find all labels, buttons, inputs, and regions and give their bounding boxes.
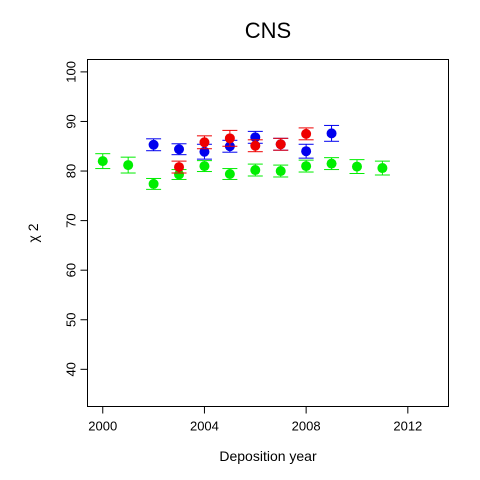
plot-frame xyxy=(87,59,449,407)
y-tick-label: 70 xyxy=(64,213,79,227)
data-point xyxy=(224,169,235,180)
data-point xyxy=(250,165,261,176)
x-tick-label: 2000 xyxy=(88,419,117,434)
data-point xyxy=(199,161,210,172)
x-axis: 2000 2004 2008 2012 xyxy=(88,406,422,434)
y-axis: 40 50 60 70 80 90 100 xyxy=(64,61,88,377)
x-tick-label: 2012 xyxy=(393,419,422,434)
x-tick-label: 2008 xyxy=(292,419,321,434)
data-point xyxy=(174,169,185,180)
y-tick-label: 90 xyxy=(64,114,79,128)
y-tick-label: 40 xyxy=(64,362,79,376)
chart-title: CNS xyxy=(245,18,291,43)
data-point xyxy=(351,161,362,172)
series-2 xyxy=(171,127,314,174)
y-tick-label: 50 xyxy=(64,313,79,327)
data-point xyxy=(250,140,261,151)
y-tick-label: 100 xyxy=(64,61,79,83)
data-point xyxy=(224,133,235,144)
data-point xyxy=(174,144,185,155)
series-0 xyxy=(95,153,390,190)
y-axis-label: χ 2 xyxy=(25,223,41,242)
series-1 xyxy=(146,124,340,160)
y-tick-label: 80 xyxy=(64,164,79,178)
data-point xyxy=(275,139,286,150)
data-point xyxy=(301,161,312,172)
x-tick-label: 2004 xyxy=(190,419,219,434)
data-point xyxy=(301,146,312,157)
data-point xyxy=(301,128,312,139)
y-tick-label: 60 xyxy=(64,263,79,277)
data-point xyxy=(377,163,388,174)
data-point xyxy=(326,128,337,139)
data-point xyxy=(148,139,159,150)
data-point xyxy=(326,158,337,169)
data-point xyxy=(97,156,108,167)
data-point xyxy=(199,137,210,148)
data-point xyxy=(148,178,159,189)
data-point xyxy=(275,166,286,177)
data-point xyxy=(123,160,134,171)
data-points xyxy=(95,124,390,190)
x-axis-label: Deposition year xyxy=(219,448,317,464)
data-point xyxy=(174,162,185,173)
